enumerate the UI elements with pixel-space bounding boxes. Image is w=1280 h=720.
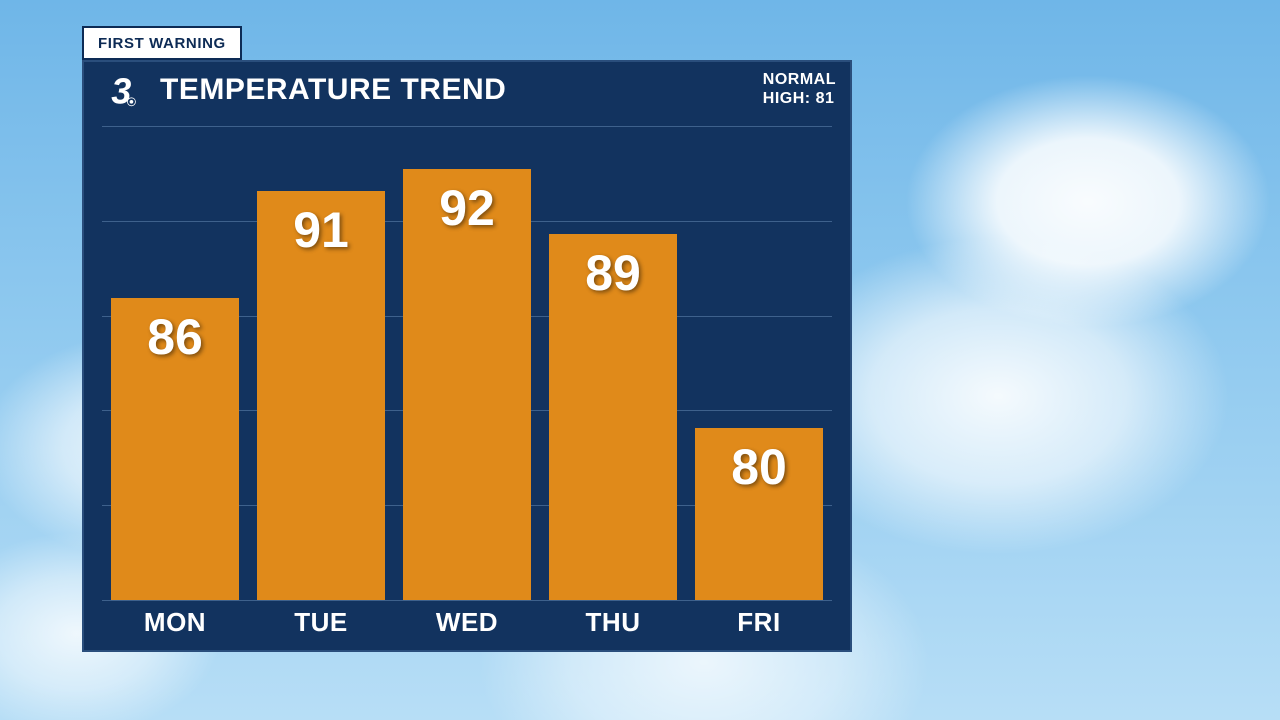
- forecast-panel: 3 TEMPERATURE TREND NORMAL HIGH: 81 86 91…: [82, 60, 852, 652]
- temperature-bar: 80: [695, 428, 823, 600]
- bar-column: 91: [257, 191, 385, 600]
- day-label: THU: [549, 607, 677, 638]
- normal-high-block: NORMAL HIGH: 81: [763, 70, 836, 108]
- normal-high-label: HIGH:: [763, 90, 811, 107]
- bar-value-label: 86: [111, 308, 239, 366]
- bar-chart-area: 86 91 92 89 80: [102, 126, 832, 600]
- panel-header: 3 TEMPERATURE TREND NORMAL HIGH: 81: [84, 62, 850, 118]
- temperature-bar: 86: [111, 298, 239, 600]
- panel-title: TEMPERATURE TREND: [160, 73, 506, 107]
- normal-label: NORMAL: [763, 71, 836, 88]
- bar-value-label: 89: [549, 244, 677, 302]
- bar-column: 89: [549, 234, 677, 600]
- gridline: [102, 600, 832, 601]
- bars-container: 86 91 92 89 80: [102, 126, 832, 600]
- svg-text:3: 3: [111, 71, 131, 112]
- sky-background: FIRST WARNING 3 TEMPERATURE TREND NORMAL…: [0, 0, 1280, 720]
- day-label: TUE: [257, 607, 385, 638]
- day-label: WED: [403, 607, 531, 638]
- channel-3-icon: 3: [98, 71, 142, 115]
- bar-value-label: 91: [257, 201, 385, 259]
- bar-column: 80: [695, 428, 823, 600]
- temperature-bar: 91: [257, 191, 385, 600]
- x-axis: MON TUE WED THU FRI: [102, 600, 832, 644]
- first-warning-badge: FIRST WARNING: [82, 26, 242, 60]
- bar-value-label: 80: [695, 438, 823, 496]
- temperature-bar: 92: [403, 169, 531, 600]
- day-label: FRI: [695, 607, 823, 638]
- day-label: MON: [111, 607, 239, 638]
- normal-high-value: 81: [816, 90, 835, 107]
- bar-value-label: 92: [403, 179, 531, 237]
- channel-3-logo: 3: [98, 71, 142, 115]
- bar-column: 86: [111, 298, 239, 600]
- bar-column: 92: [403, 169, 531, 600]
- temperature-bar: 89: [549, 234, 677, 600]
- badge-text: FIRST WARNING: [98, 35, 226, 52]
